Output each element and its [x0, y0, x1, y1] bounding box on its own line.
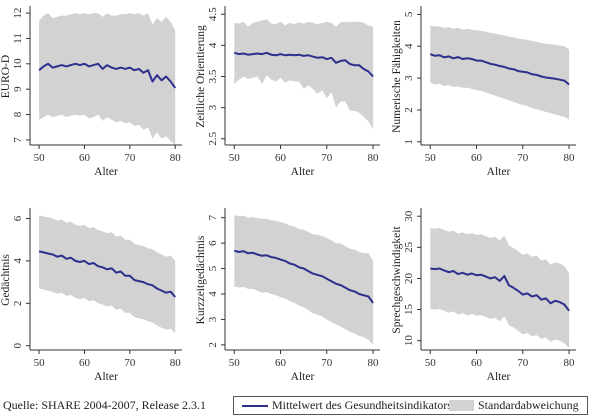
x-tick-label-5: 80 — [368, 357, 380, 369]
x-tick-label-3: 70 — [517, 152, 529, 164]
x-tick-label-1: 80 — [170, 152, 182, 164]
x-tick-label-5: 60 — [275, 357, 287, 369]
legend-mean-swatch — [242, 405, 268, 407]
y-tick-label-3: 3 — [403, 75, 415, 81]
y-tick-label-5: 3 — [207, 316, 219, 322]
y-tick-label-5: 6 — [207, 240, 219, 246]
y-tick-label-3: 1 — [403, 139, 415, 145]
x-tick-label-1: 60 — [79, 152, 91, 164]
mean-line-1 — [38, 62, 177, 89]
y-tick-label-2: 2.5 — [207, 131, 219, 145]
x-tick-label-4: 70 — [124, 357, 136, 369]
panel-5: 2 3 4 5 6 7 50 60 70 80 Alter Kurzzeitgedächtnis — [195, 208, 380, 383]
y-tick-label-4: 0 — [12, 343, 24, 349]
y-axis-title-3: Numerische Fähigkeiten — [391, 20, 403, 133]
y-tick-label-3: 4 — [403, 43, 415, 49]
y-tick-label-3: 2 — [403, 107, 415, 113]
y-tick-label-2: 3.5 — [207, 69, 219, 83]
x-axis-title-5: Alter — [291, 371, 315, 383]
x-tick-label-1: 70 — [124, 152, 136, 164]
x-tick-label-6: 80 — [564, 357, 576, 369]
y-axis-title-5: Kurzzeitgedächtnis — [195, 235, 207, 324]
y-axis-title-6: Sprechgeschwindigkeit — [391, 226, 403, 334]
y-axis-title-1: EURO-D — [0, 55, 12, 98]
sd-band-6 — [430, 228, 570, 349]
x-tick-label-5: 50 — [229, 357, 241, 369]
panel-3: 1 2 3 4 5 50 60 70 80 Alter Numerische Fähigkeiten — [391, 6, 576, 178]
x-axis-title-3: Alter — [487, 166, 511, 178]
x-tick-label-6: 50 — [425, 357, 437, 369]
y-tick-label-6: 10 — [403, 335, 415, 347]
y-tick-label-1: 9 — [12, 86, 24, 92]
x-tick-label-4: 80 — [170, 357, 182, 369]
legend-mean-label: Mittelwert des Gesundheitsindikators — [272, 398, 452, 412]
y-tick-label-2: 4 — [207, 42, 219, 48]
x-axis-title-6: Alter — [487, 371, 511, 383]
y-tick-label-6: 15 — [403, 304, 415, 316]
mean-line-3 — [429, 53, 570, 86]
x-tick-label-3: 60 — [471, 152, 483, 164]
y-tick-label-5: 2 — [207, 342, 219, 348]
y-tick-label-4: 2 — [12, 301, 24, 307]
sd-band-3 — [430, 25, 570, 120]
x-tick-label-2: 60 — [275, 152, 287, 164]
y-axis-title-4: Gedächtnis — [0, 254, 12, 306]
x-axis-title-1: Alter — [94, 166, 118, 178]
legend-sd-swatch — [449, 400, 474, 411]
sd-band-2 — [234, 19, 374, 130]
y-tick-label-6: 30 — [403, 210, 415, 222]
x-tick-label-2: 70 — [321, 152, 333, 164]
y-tick-label-1: 12 — [12, 8, 24, 19]
legend-sd-label: Standardabweichung — [478, 398, 579, 412]
y-tick-label-5: 7 — [207, 214, 219, 220]
x-tick-label-3: 80 — [564, 152, 576, 164]
y-tick-label-6: 25 — [403, 241, 415, 253]
y-tick-label-2: 3 — [207, 104, 219, 110]
mean-line-4 — [38, 250, 176, 298]
y-tick-label-5: 4 — [207, 291, 219, 297]
y-tick-label-3: 5 — [403, 11, 415, 17]
panel-4: 0 2 4 6 50 60 70 80 Alter Gedächtnis — [0, 208, 182, 383]
panel-1: 7 8 9 10 11 12 50 60 70 80 Alter EURO-D — [0, 6, 182, 178]
x-tick-label-1: 50 — [34, 152, 46, 164]
x-tick-label-3: 50 — [425, 152, 437, 164]
y-tick-label-4: 6 — [12, 215, 24, 221]
panel-6: 10 15 20 25 30 50 60 70 80 Alter Sprechgeschwindig… — [391, 208, 576, 383]
sd-band-4 — [39, 215, 176, 333]
source-note: Quelle: SHARE 2004-2007, Release 2.3.1 — [3, 398, 206, 412]
y-tick-label-2: 4.5 — [207, 7, 219, 21]
y-axis-title-2: Zeitliche Orientierung — [195, 25, 207, 128]
mean-line-5 — [234, 249, 374, 304]
x-tick-label-2: 80 — [368, 152, 380, 164]
y-tick-label-1: 7 — [12, 137, 24, 143]
x-tick-label-2: 50 — [229, 152, 241, 164]
legend: Mittelwert des Gesundheitsindikators Sta… — [233, 396, 588, 415]
x-tick-label-6: 60 — [471, 357, 483, 369]
mean-line-6 — [430, 267, 570, 312]
x-tick-label-4: 50 — [34, 357, 46, 369]
x-tick-label-6: 70 — [517, 357, 529, 369]
y-tick-label-1: 11 — [12, 33, 24, 44]
sd-band-5 — [234, 215, 374, 345]
panel-2: 2.5 3 3.5 4 4.5 50 60 70 80 Alter Zeitliche Orient… — [195, 6, 380, 178]
mean-line-2 — [234, 51, 374, 78]
x-axis-title-2: Alter — [291, 166, 315, 178]
sd-band-1 — [39, 13, 176, 145]
y-tick-label-4: 4 — [12, 258, 24, 264]
x-tick-label-5: 70 — [321, 357, 333, 369]
y-tick-label-6: 20 — [403, 272, 415, 284]
y-tick-label-1: 8 — [12, 111, 24, 117]
x-tick-label-4: 60 — [79, 357, 91, 369]
x-axis-title-4: Alter — [94, 371, 118, 383]
y-tick-label-1: 10 — [12, 58, 24, 70]
y-tick-label-5: 5 — [207, 265, 219, 271]
